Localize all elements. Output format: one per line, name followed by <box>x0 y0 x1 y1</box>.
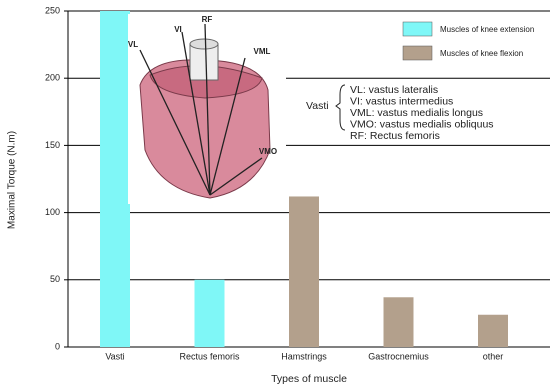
key-group: Vasti <box>306 100 329 112</box>
bar <box>194 279 225 347</box>
key-line: VL: vastus lateralis <box>350 84 438 96</box>
pointer-line <box>181 31 211 196</box>
femur-top <box>189 38 219 50</box>
pointer-line <box>204 23 211 196</box>
x-tick-label: Rectus femoris <box>179 351 240 361</box>
legend-label: Muscles of knee flexion <box>440 49 523 58</box>
muscle-shape <box>139 59 271 199</box>
key-line: VML: vastus medialis longus <box>350 107 483 119</box>
y-tick-label: 150 <box>45 140 60 150</box>
bar <box>478 314 508 347</box>
y-tick-label: 0 <box>55 341 60 351</box>
muscle-label: VI <box>174 25 182 34</box>
femur <box>189 43 219 81</box>
x-tick-label: Vasti <box>105 351 124 361</box>
pointer-line <box>209 57 246 196</box>
bar <box>100 11 130 347</box>
x-tick-label: Hamstrings <box>281 351 327 361</box>
pointer-line <box>139 49 211 196</box>
y-axis-title: Maximal Torque (N.m) <box>7 131 18 229</box>
y-tick-label: 50 <box>50 274 60 284</box>
muscle-label: RF <box>202 15 213 24</box>
key-line: RF: Rectus femoris <box>350 130 440 142</box>
muscle-label: VML <box>254 47 271 56</box>
x-tick-label: Gastrocnemius <box>368 351 429 361</box>
muscle-illustration <box>128 14 286 204</box>
x-tick-label: other <box>483 351 504 361</box>
legend-swatch <box>402 21 433 37</box>
y-tick-label: 100 <box>45 207 60 217</box>
key-line: VMO: vastus medialis obliquus <box>350 118 494 130</box>
bar <box>289 196 319 347</box>
x-axis-title: Types of muscle <box>271 373 347 385</box>
muscle-label: VL <box>128 40 138 49</box>
legend-swatch <box>402 45 433 61</box>
pointer-line <box>209 157 263 196</box>
key-brace <box>335 84 346 131</box>
bar <box>383 297 414 347</box>
y-tick-label: 200 <box>45 73 60 83</box>
key-line: VI: vastus intermedius <box>350 95 453 107</box>
key-background <box>300 80 480 144</box>
legend-label: Muscles of knee extension <box>440 25 534 34</box>
muscle-label: VMO <box>259 147 277 156</box>
y-tick-label: 250 <box>45 5 60 15</box>
